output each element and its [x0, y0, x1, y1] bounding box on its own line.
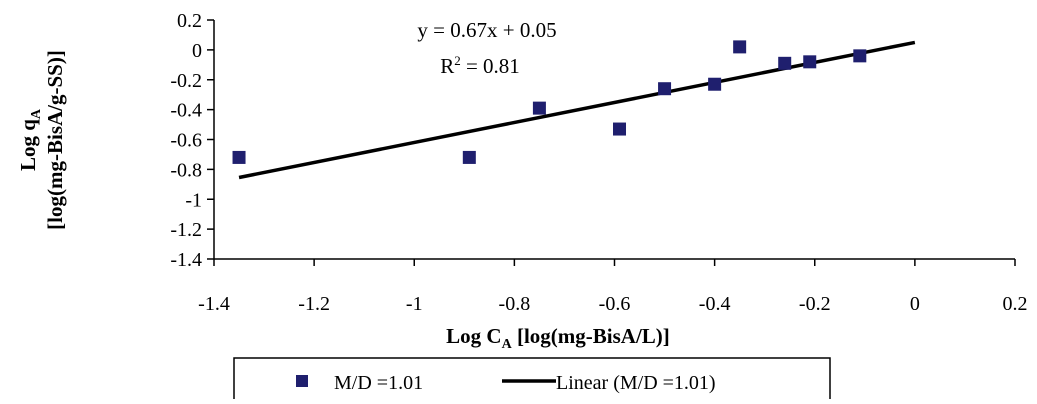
- legend-trendline-label: Linear (M/D =1.01): [556, 372, 716, 394]
- legend-series-label: M/D =1.01: [334, 372, 423, 394]
- r2-annotation: R2 = 0.81: [440, 53, 520, 78]
- y-tick-label: -0.6: [170, 130, 202, 152]
- legend-box: [233, 357, 831, 404]
- y-axis-title: Log qA [log(mg-BisA/g-SS)]: [16, 50, 67, 230]
- x-axis-title: Log CA [log(mg-BisA/L)]: [446, 324, 670, 352]
- x-tick-label: -0.2: [799, 293, 831, 315]
- data-point: [532, 101, 546, 115]
- y-tick-label: -0.2: [170, 70, 202, 92]
- data-point: [232, 150, 246, 164]
- data-point: [733, 40, 747, 54]
- x-tick-label: -1.4: [198, 293, 230, 315]
- x-tick-label: 0: [910, 293, 920, 315]
- y-tick-label: 0.2: [177, 10, 202, 32]
- axes: 0.2 0 -0.2 -0.4 -0.6 -0.8 -1 -1.2 -1.4 -1.4 -1.2 -1…: [170, 10, 1027, 315]
- x-tick-label: 0.2: [1003, 293, 1028, 315]
- y-tick-label: -1.4: [170, 249, 202, 271]
- svg-text:Log qA: Log qA: [16, 108, 44, 171]
- x-tick-label: -1.2: [298, 293, 330, 315]
- y-tick-label: -0.8: [170, 159, 202, 181]
- data-point: [658, 82, 672, 96]
- trendline: [238, 40, 916, 180]
- y-tick-label: -1.2: [170, 219, 202, 241]
- legend-marker-icon: [296, 375, 308, 387]
- data-points: [232, 40, 867, 164]
- y-tick-label: -1: [185, 189, 202, 211]
- trendline-group: [238, 40, 916, 180]
- y-tick-label: 0: [192, 40, 202, 62]
- x-tick-label: -0.6: [599, 293, 631, 315]
- x-tick-label: -0.8: [499, 293, 531, 315]
- legend: M/D =1.01 Linear (M/D =1.01): [233, 357, 831, 404]
- data-point: [708, 77, 722, 91]
- data-point: [778, 56, 792, 70]
- svg-text:[log(mg-BisA/g-SS)]: [log(mg-BisA/g-SS)]: [43, 50, 67, 230]
- x-tick-label: -0.4: [699, 293, 731, 315]
- data-point: [613, 122, 627, 136]
- data-point: [803, 55, 817, 69]
- data-point: [462, 150, 476, 164]
- x-tick-label: -1: [406, 293, 423, 315]
- equation-annotation: y = 0.67x + 0.05: [417, 18, 556, 42]
- y-tick-label: -0.4: [170, 100, 202, 122]
- data-point: [853, 49, 867, 63]
